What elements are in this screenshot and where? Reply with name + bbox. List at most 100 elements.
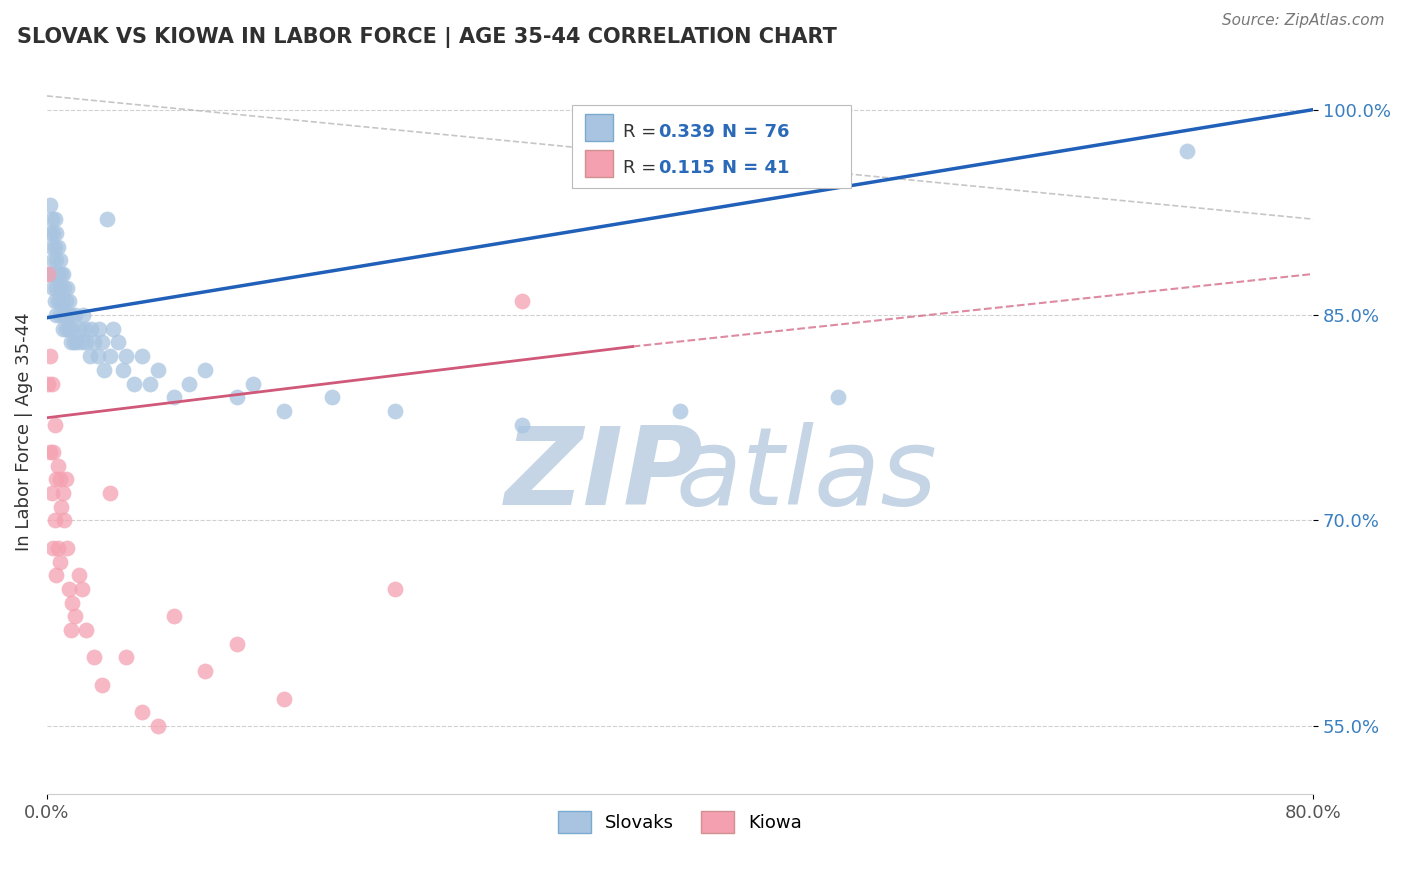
Point	[56, 541, 79, 555]
Point	[139, 376, 162, 391]
Point	[52, 294, 75, 309]
Point	[48, 253, 70, 268]
Point	[93, 363, 115, 377]
Point	[179, 376, 201, 391]
Point	[146, 363, 169, 377]
Point	[44, 417, 66, 432]
Point	[60, 322, 83, 336]
Point	[42, 253, 65, 268]
Point	[42, 226, 65, 240]
Point	[225, 390, 247, 404]
Point	[53, 513, 76, 527]
Point	[45, 472, 67, 486]
Text: atlas: atlas	[676, 423, 938, 527]
Point	[49, 294, 72, 309]
Point	[273, 404, 295, 418]
Point	[58, 294, 80, 309]
Point	[42, 541, 65, 555]
Point	[83, 650, 105, 665]
Point	[75, 335, 97, 350]
Point	[273, 691, 295, 706]
Point	[79, 349, 101, 363]
Point	[70, 582, 93, 596]
Text: 0.115: 0.115	[658, 159, 716, 177]
Point	[39, 198, 62, 212]
Legend: Slovaks, Kiowa: Slovaks, Kiowa	[551, 804, 810, 839]
Point	[65, 609, 87, 624]
FancyBboxPatch shape	[585, 150, 613, 178]
Point	[46, 458, 69, 473]
Point	[39, 445, 62, 459]
Point	[91, 335, 114, 350]
Point	[107, 335, 129, 350]
Point	[56, 308, 79, 322]
Point	[48, 555, 70, 569]
Point	[510, 294, 533, 309]
Point	[46, 267, 69, 281]
Point	[70, 335, 93, 350]
Point	[384, 404, 406, 418]
Point	[49, 267, 72, 281]
Point	[91, 678, 114, 692]
Point	[67, 322, 90, 336]
Point	[59, 623, 82, 637]
Point	[669, 404, 692, 418]
Point	[73, 322, 96, 336]
Point	[66, 335, 89, 350]
Point	[53, 308, 76, 322]
Point	[1175, 144, 1198, 158]
FancyBboxPatch shape	[585, 113, 613, 141]
Point	[89, 322, 111, 336]
Text: N = 76: N = 76	[721, 123, 789, 141]
Point	[162, 390, 184, 404]
Point	[46, 541, 69, 555]
Point	[194, 363, 217, 377]
Point	[60, 596, 83, 610]
Point	[41, 239, 63, 253]
Point	[39, 349, 62, 363]
Point	[242, 376, 264, 391]
Point	[44, 212, 66, 227]
Point	[103, 322, 125, 336]
Text: SLOVAK VS KIOWA IN LABOR FORCE | AGE 35-44 CORRELATION CHART: SLOVAK VS KIOWA IN LABOR FORCE | AGE 35-…	[17, 27, 837, 48]
Point	[67, 568, 90, 582]
Point	[80, 322, 103, 336]
Point	[42, 445, 65, 459]
Point	[83, 335, 105, 350]
Point	[131, 349, 153, 363]
Point	[52, 486, 75, 500]
Point	[96, 212, 118, 227]
Point	[41, 212, 63, 227]
Point	[41, 486, 63, 500]
Point	[98, 349, 121, 363]
Point	[41, 267, 63, 281]
Point	[55, 294, 77, 309]
Point	[44, 239, 66, 253]
Point	[44, 294, 66, 309]
Point	[98, 486, 121, 500]
Point	[45, 226, 67, 240]
Point	[225, 637, 247, 651]
Point	[75, 623, 97, 637]
Point	[58, 322, 80, 336]
Point	[39, 226, 62, 240]
FancyBboxPatch shape	[572, 105, 851, 188]
Point	[42, 280, 65, 294]
Point	[52, 322, 75, 336]
Point	[510, 417, 533, 432]
Point	[37, 267, 59, 281]
Text: R =: R =	[623, 123, 662, 141]
Point	[827, 390, 849, 404]
Text: R =: R =	[623, 159, 668, 177]
Point	[59, 308, 82, 322]
Point	[45, 308, 67, 322]
Point	[146, 719, 169, 733]
Point	[59, 335, 82, 350]
Point	[48, 280, 70, 294]
Point	[122, 376, 145, 391]
Text: ZIP: ZIP	[505, 422, 703, 528]
Point	[65, 308, 87, 322]
Point	[45, 568, 67, 582]
Point	[49, 500, 72, 514]
Point	[194, 664, 217, 678]
